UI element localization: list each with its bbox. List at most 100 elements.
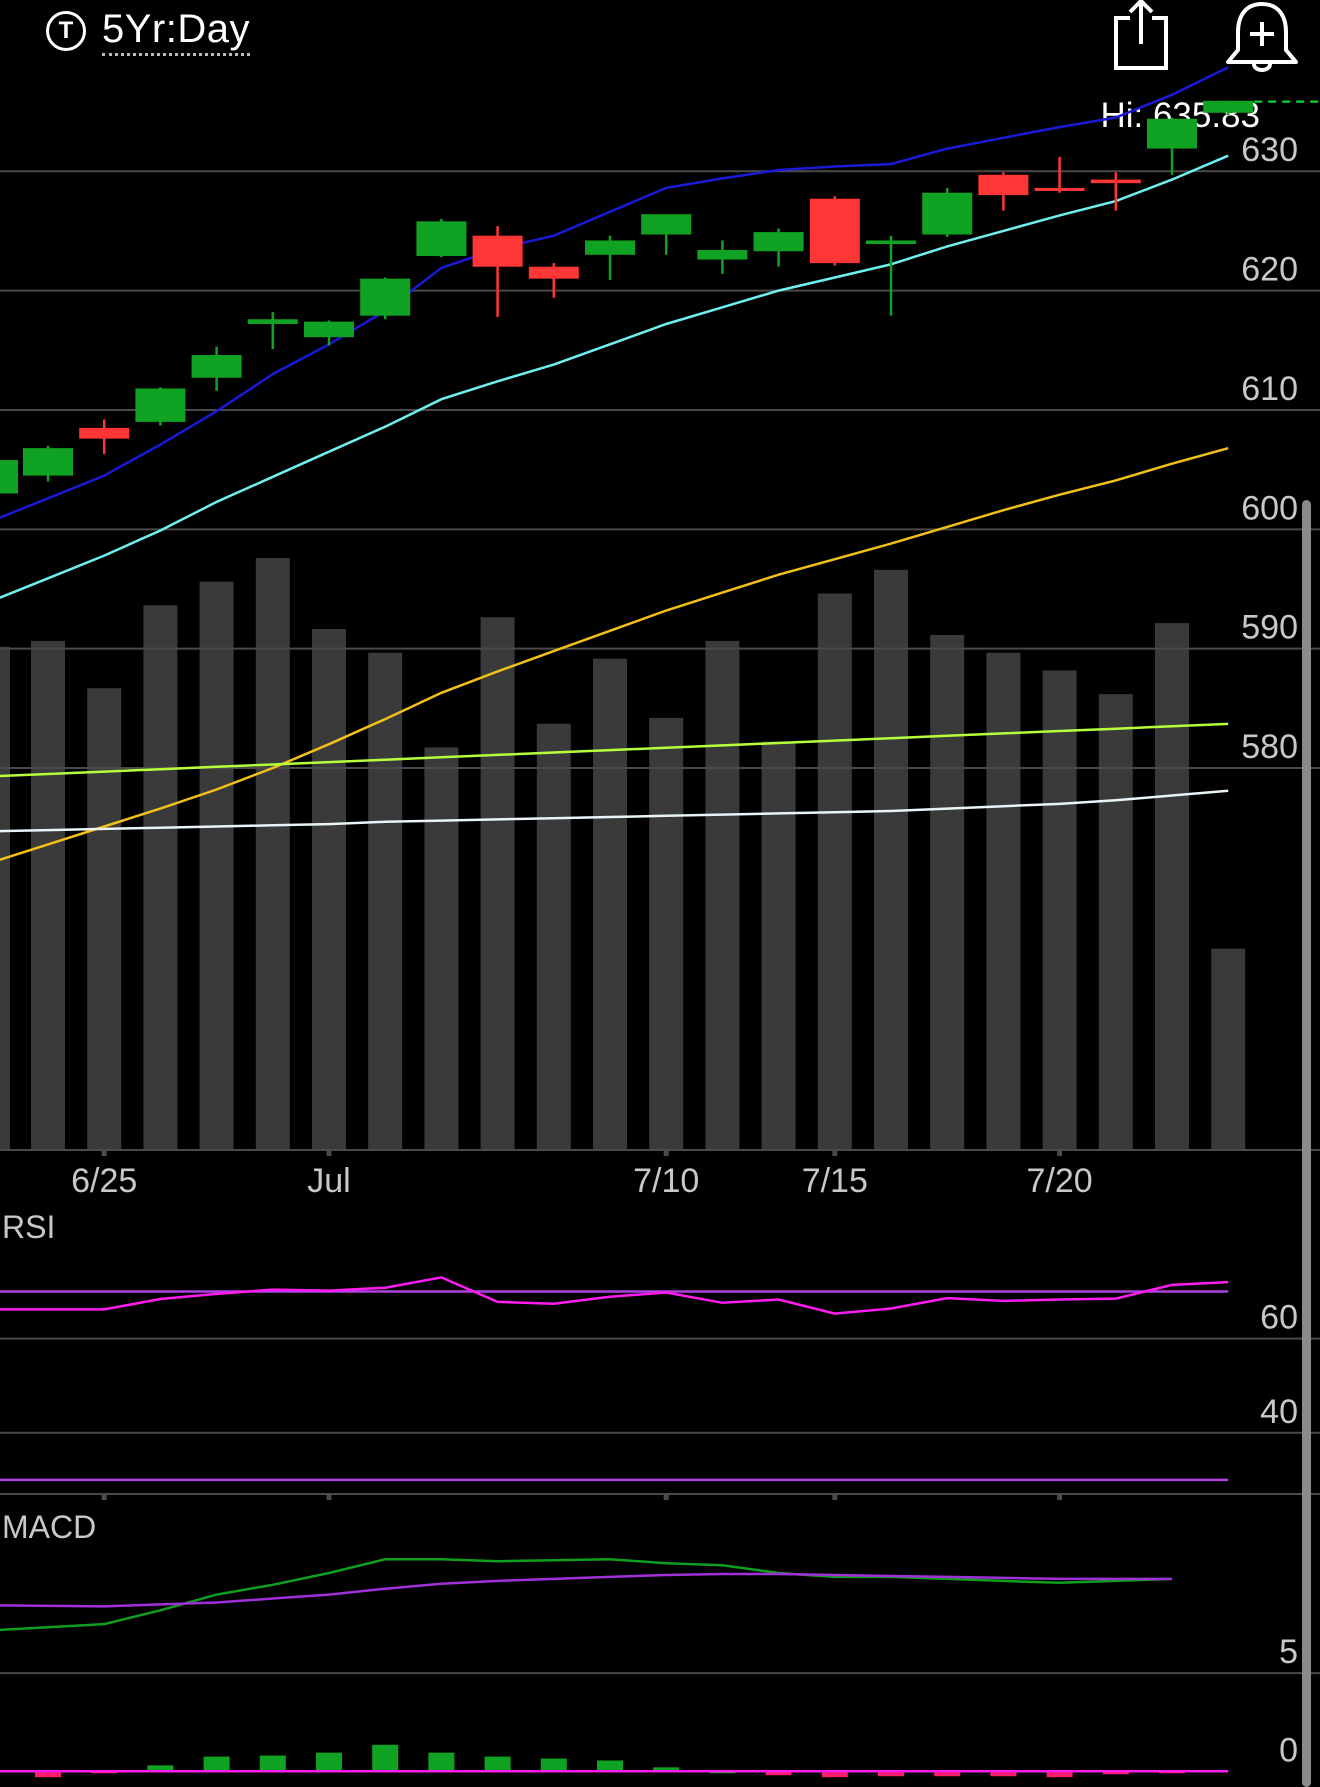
candle-body <box>866 240 916 245</box>
alert-button[interactable] <box>1214 0 1310 76</box>
rsi-line <box>0 1276 1229 1315</box>
macd-histogram-bar <box>540 1758 567 1772</box>
candle-body <box>1090 179 1141 184</box>
candle-body <box>135 388 186 422</box>
period-selector[interactable]: T 5Yr:Day <box>46 6 250 56</box>
macd-histogram-bar <box>1046 1771 1073 1778</box>
candle-body <box>472 235 523 267</box>
volume-bar <box>817 593 852 1150</box>
candle-body <box>528 266 579 279</box>
moving-average-line <box>0 446 1229 862</box>
volume-bar <box>199 581 234 1150</box>
volume-bar <box>874 569 908 1150</box>
price-axis-tick-label: 630 <box>1241 131 1298 169</box>
macd-histogram-bar <box>484 1756 511 1772</box>
macd-axis-tick-label: 0 <box>1279 1731 1298 1769</box>
bell-plus-icon <box>1226 2 1298 72</box>
candle-body <box>978 174 1029 196</box>
moving-average-line <box>0 154 1229 599</box>
candle-body <box>360 278 411 316</box>
macd-histogram-bar <box>821 1771 848 1778</box>
candle-body <box>304 321 354 338</box>
volume-bar <box>986 652 1021 1150</box>
macd-histogram-bar <box>147 1765 174 1772</box>
rsi-axis-tick-label: 40 <box>1260 1393 1298 1431</box>
rsi-axis-tick-label: 60 <box>1260 1299 1298 1337</box>
moving-average-line <box>0 789 1229 833</box>
candle-body <box>809 198 860 264</box>
moving-average-line <box>0 722 1229 778</box>
macd-histogram-bar <box>878 1771 904 1777</box>
rsi-panel-title: RSI <box>2 1209 55 1245</box>
volume-bar <box>1042 670 1077 1150</box>
candle-body <box>585 240 635 255</box>
macd-histogram-bar <box>1102 1771 1129 1775</box>
volume-bar <box>143 605 178 1150</box>
macd-histogram-bar <box>597 1760 623 1772</box>
period-label: 5Yr:Day <box>102 7 250 56</box>
volume-bar <box>1211 948 1246 1150</box>
share-button[interactable] <box>1108 0 1178 76</box>
ticker-icon: T <box>46 11 86 51</box>
volume-bar <box>424 747 459 1150</box>
macd-histogram-bar <box>934 1771 961 1777</box>
volume-bar <box>761 741 796 1150</box>
macd-line <box>0 1558 1173 1632</box>
macd-histogram-bar <box>259 1755 286 1772</box>
candle-body <box>191 355 242 378</box>
x-axis-tick-label: Jul <box>307 1162 350 1200</box>
ticker-icon-letter: T <box>58 17 74 44</box>
macd-histogram-bar <box>428 1752 455 1772</box>
price-axis-tick-label: 590 <box>1241 609 1298 647</box>
macd-axis-tick-label: 5 <box>1279 1633 1298 1671</box>
moving-average-line <box>0 66 1229 520</box>
candle-body <box>79 427 130 439</box>
macd-histogram-bar <box>990 1771 1017 1777</box>
candle-body <box>697 250 748 260</box>
macd-histogram-bar <box>35 1771 61 1778</box>
x-axis-tick-label: 7/10 <box>633 1162 699 1200</box>
scrollbar[interactable] <box>1302 500 1311 1787</box>
macd-histogram-bar <box>653 1767 680 1772</box>
candle-body <box>922 192 973 235</box>
volume-bar <box>31 640 65 1150</box>
price-axis-tick-label: 580 <box>1241 728 1298 766</box>
price-axis-tick-label: 600 <box>1241 489 1298 527</box>
macd-histogram-bar <box>203 1756 230 1772</box>
macd-histogram-bar <box>765 1771 792 1776</box>
volume-bar <box>0 646 10 1150</box>
volume-bar <box>255 558 290 1150</box>
candle-body <box>416 221 467 256</box>
macd-panel-title: MACD <box>2 1509 96 1545</box>
candle-body <box>753 232 804 252</box>
x-axis-tick-label: 7/15 <box>802 1162 868 1200</box>
volume-bar <box>1155 623 1189 1150</box>
macd-histogram-bar <box>316 1752 342 1772</box>
volume-bar <box>312 629 346 1150</box>
macd-signal-line <box>0 1572 1172 1608</box>
candle-body <box>247 319 298 325</box>
share-icon <box>1114 0 1168 70</box>
macd-histogram-bar <box>372 1744 399 1772</box>
x-axis-tick-label: 7/20 <box>1027 1162 1093 1200</box>
candle-body <box>641 214 692 235</box>
price-axis-tick-label: 610 <box>1241 370 1298 408</box>
volume-bar <box>705 640 740 1150</box>
candle-body <box>1034 187 1085 191</box>
volume-bar <box>480 617 515 1150</box>
volume-bar <box>536 723 571 1150</box>
volume-bar <box>368 652 403 1150</box>
volume-bar <box>593 658 627 1150</box>
top-bar: T 5Yr:Day <box>0 0 1320 80</box>
candle-body <box>1147 118 1197 149</box>
candle-body <box>1203 100 1254 113</box>
volume-bar <box>87 688 122 1150</box>
volume-bar <box>930 634 965 1150</box>
candle-body <box>23 448 73 476</box>
price-axis-tick-label: 620 <box>1241 251 1298 289</box>
volume-bar <box>649 717 684 1150</box>
x-axis-tick-label: 6/25 <box>71 1162 137 1200</box>
volume-bar <box>1098 694 1133 1150</box>
candle-body <box>0 460 18 494</box>
